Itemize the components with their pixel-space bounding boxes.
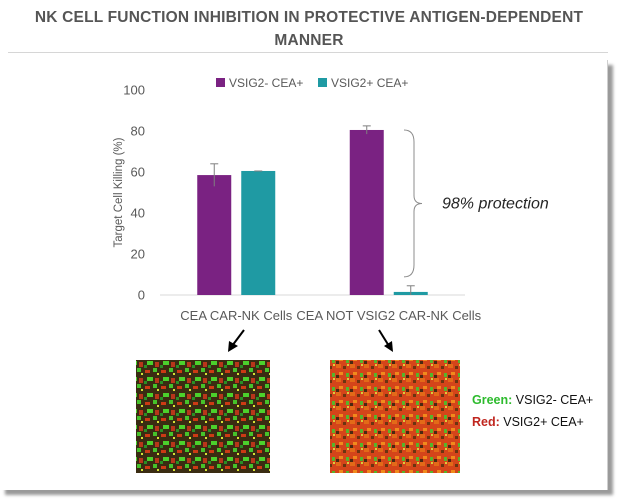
bar [349,129,384,295]
x-category-label: CEA NOT VSIG2 CAR-NK Cells [296,308,481,323]
y-axis-label: Target Cell Killing (%) [113,137,125,247]
y-tick-label: 100 [123,83,145,98]
legend-swatch [318,78,327,87]
arrow-right-icon [378,329,393,352]
title: NK CELL FUNCTION INHIBITION IN PROTECTIV… [0,6,618,52]
green-key-text: VSIG2- CEA+ [512,393,594,407]
bar [241,170,276,295]
title-divider [8,52,608,53]
bar [197,175,232,295]
annotation-label: 98% protection [442,195,549,212]
legend-label: VSIG2+ CEA+ [331,76,408,90]
legend-swatch [216,78,225,87]
y-tick-label: 80 [131,124,145,139]
arrow-left-icon [228,329,245,352]
legend-label: VSIG2- CEA+ [229,76,303,90]
micrograph-cea-not-vsig2-car-nk [330,360,460,473]
x-category-label: CEA CAR-NK Cells [180,308,292,323]
title-line-1: NK CELL FUNCTION INHIBITION IN PROTECTIV… [34,9,584,26]
micrograph-key-green: Green: VSIG2- CEA+ [472,393,593,407]
micrograph-key-red: Red: VSIG2+ CEA+ [472,415,584,429]
micrograph-cea-car-nk [136,360,270,473]
figure-panel [0,60,608,490]
y-tick-label: 60 [131,165,145,180]
y-tick-label: 40 [131,206,145,221]
y-tick-label: 0 [138,288,145,303]
red-key-label: Red: [472,415,500,429]
y-tick-label: 20 [131,247,145,262]
green-key-label: Green: [472,393,513,407]
red-key-text: VSIG2+ CEA+ [499,415,584,429]
title-line-2: MANNER [274,32,344,49]
bracket [403,129,423,278]
